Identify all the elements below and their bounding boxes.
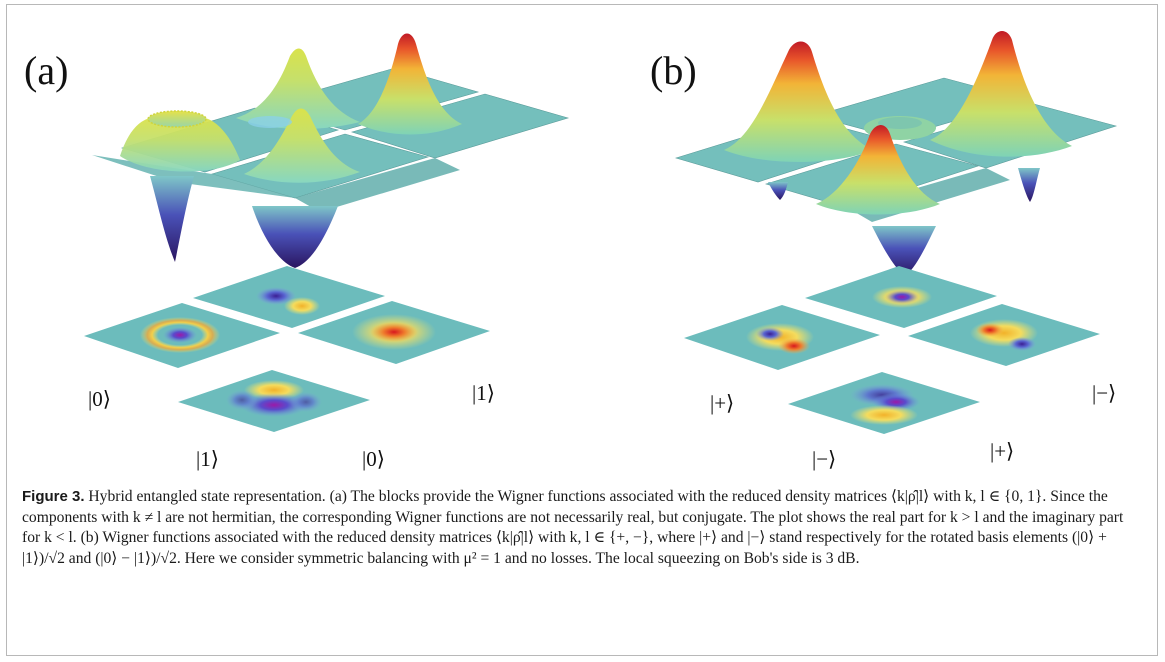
- figure-caption: Figure 3. Hybrid entangled state represe…: [22, 487, 1137, 569]
- panel-b-peak-right: [930, 31, 1072, 157]
- panel-b: (b): [650, 31, 1118, 471]
- panel-b-label: (b): [650, 48, 697, 93]
- panel-a-dip-left: [150, 176, 194, 262]
- panel-a-ket-bottom-left: |1⟩: [196, 447, 219, 471]
- figure-frame: [6, 4, 1158, 656]
- panel-a-label: (a): [24, 48, 68, 93]
- panel-b-peak-left: [724, 41, 874, 162]
- panel-b-dip-bottom: [872, 226, 936, 276]
- caption-part-b: (b) Wigner functions associated with the…: [22, 529, 1107, 567]
- panel-a-ket-bottom-right: |0⟩: [362, 447, 385, 471]
- panel-a-dip-bottom: [252, 206, 338, 268]
- caption-title: Hybrid entangled state representation.: [88, 488, 326, 505]
- panel-b-ket-bottom-left: |−⟩: [812, 447, 836, 471]
- panel-b-ket-left: |+⟩: [710, 391, 734, 415]
- caption-label: Figure 3.: [22, 488, 85, 505]
- caption-part-a: (a) The blocks provide the Wigner functi…: [22, 488, 1124, 547]
- panel-a-peak-tall: [358, 33, 462, 135]
- panel-a-ket-right: |1⟩: [472, 381, 495, 405]
- panel-a-density-maps: [84, 266, 490, 432]
- panel-b-ket-bottom-right: |+⟩: [990, 439, 1014, 463]
- panel-a-ket-left: |0⟩: [88, 387, 111, 411]
- panel-b-ket-right: |−⟩: [1092, 381, 1116, 405]
- panel-a-crown: [120, 118, 240, 172]
- panel-a-peak-back: [236, 48, 360, 130]
- panel-b-peak-front: [816, 125, 940, 215]
- panel-a-peak-front: [244, 108, 360, 183]
- figure-graphic: (a): [24, 31, 1118, 471]
- panel-a: (a): [24, 33, 570, 471]
- panel-b-density-maps: [684, 266, 1100, 434]
